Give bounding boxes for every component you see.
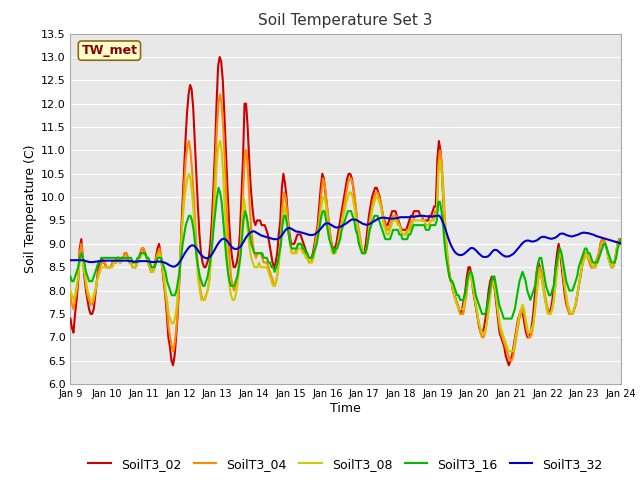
SoilT3_08 (216, 138, 224, 144)
SoilT3_02 (109, 260, 116, 265)
Y-axis label: Soil Temperature (C): Soil Temperature (C) (24, 144, 36, 273)
SoilT3_32 (145, 259, 152, 264)
Text: TW_met: TW_met (81, 44, 138, 57)
SoilT3_08 (505, 348, 513, 354)
SoilT3_02 (155, 241, 163, 247)
SoilT3_16 (137, 250, 145, 256)
SoilT3_02 (617, 236, 625, 242)
SoilT3_16 (605, 250, 612, 256)
SoilT3_02 (561, 292, 569, 298)
Line: SoilT3_08: SoilT3_08 (70, 141, 621, 351)
SoilT3_16 (500, 316, 508, 322)
SoilT3_04 (137, 250, 145, 256)
SoilT3_32 (617, 240, 625, 246)
SoilT3_04 (239, 180, 247, 186)
SoilT3_08 (617, 241, 625, 247)
SoilT3_08 (239, 194, 247, 200)
SoilT3_16 (239, 217, 247, 223)
SoilT3_02 (373, 185, 381, 191)
SoilT3_16 (578, 255, 586, 261)
SoilT3_08 (137, 255, 145, 261)
SoilT3_08 (605, 255, 612, 261)
SoilT3_32 (170, 264, 177, 270)
SoilT3_04 (605, 255, 612, 261)
SoilT3_32 (138, 258, 146, 264)
SoilT3_04 (578, 264, 586, 270)
Line: SoilT3_02: SoilT3_02 (70, 57, 621, 365)
SoilT3_32 (468, 245, 476, 251)
SoilT3_32 (67, 257, 74, 263)
SoilT3_32 (547, 236, 554, 241)
SoilT3_08 (227, 292, 235, 298)
SoilT3_02 (169, 362, 177, 368)
SoilT3_04 (506, 358, 514, 363)
SoilT3_04 (67, 292, 74, 298)
Legend: SoilT3_02, SoilT3_04, SoilT3_08, SoilT3_16, SoilT3_32: SoilT3_02, SoilT3_04, SoilT3_08, SoilT3_… (83, 453, 608, 476)
SoilT3_08 (578, 264, 586, 270)
SoilT3_04 (617, 236, 625, 242)
Title: Soil Temperature Set 3: Soil Temperature Set 3 (259, 13, 433, 28)
SoilT3_16 (214, 185, 222, 191)
SoilT3_04 (216, 92, 224, 97)
SoilT3_32 (415, 213, 423, 219)
SoilT3_02 (196, 232, 204, 238)
SoilT3_08 (145, 260, 152, 265)
SoilT3_32 (392, 215, 399, 221)
SoilT3_16 (617, 236, 625, 242)
SoilT3_02 (216, 54, 223, 60)
SoilT3_16 (145, 255, 152, 261)
SoilT3_16 (227, 283, 235, 289)
SoilT3_04 (227, 274, 235, 279)
SoilT3_16 (67, 274, 74, 279)
X-axis label: Time: Time (330, 402, 361, 415)
Line: SoilT3_32: SoilT3_32 (70, 216, 621, 267)
SoilT3_02 (339, 204, 346, 209)
SoilT3_02 (67, 316, 74, 322)
Line: SoilT3_04: SoilT3_04 (70, 95, 621, 360)
SoilT3_08 (67, 288, 74, 293)
Line: SoilT3_16: SoilT3_16 (70, 188, 621, 319)
SoilT3_32 (371, 217, 379, 223)
SoilT3_04 (145, 260, 152, 265)
